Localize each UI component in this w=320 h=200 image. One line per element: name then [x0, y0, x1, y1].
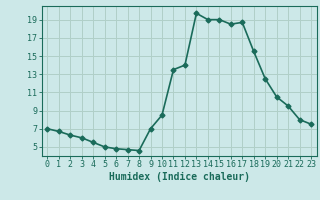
X-axis label: Humidex (Indice chaleur): Humidex (Indice chaleur) [109, 172, 250, 182]
